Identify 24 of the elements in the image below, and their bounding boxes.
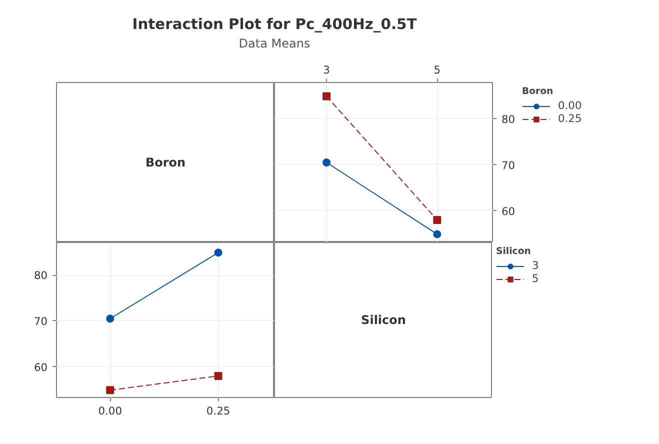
legend-label: 0.25 — [558, 112, 582, 125]
point — [322, 92, 331, 100]
text: Interaction Plot for Pc_400Hz_0.5T — [132, 16, 417, 33]
legend-title: Boron — [522, 86, 554, 97]
text: Data Means — [238, 36, 310, 50]
point — [106, 314, 114, 323]
text: Silicon — [361, 313, 406, 327]
y-tick-label: 60 — [502, 204, 516, 218]
point — [322, 158, 331, 166]
point — [214, 372, 222, 380]
y-tick-label: 80 — [502, 112, 516, 126]
y-tick-label: 70 — [34, 314, 48, 328]
text: Boron — [145, 156, 186, 170]
y-tick-label: 60 — [34, 360, 48, 374]
point — [433, 230, 442, 238]
y-tick-label: 80 — [34, 269, 48, 282]
legend-title: Silicon — [496, 246, 532, 257]
point — [214, 248, 222, 257]
legend-label: 0.00 — [558, 99, 582, 112]
point — [106, 386, 114, 394]
legend-label: 5 — [532, 272, 540, 285]
y-tick-label: 70 — [502, 158, 516, 172]
point — [433, 216, 442, 224]
legend-label: 3 — [532, 259, 540, 272]
